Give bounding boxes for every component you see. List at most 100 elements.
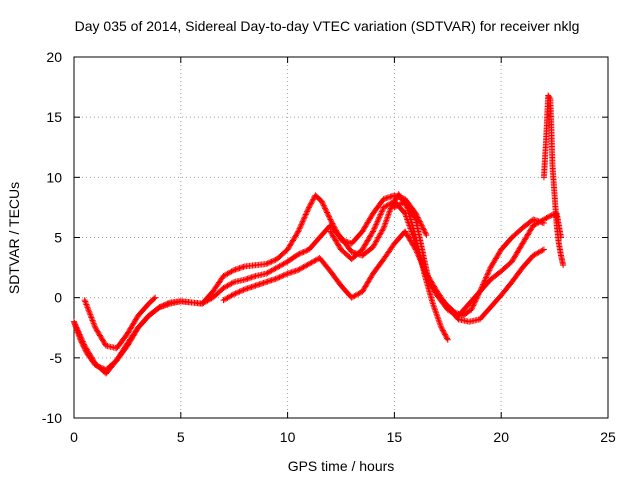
- data-point: [479, 282, 486, 289]
- data-point: [451, 309, 458, 316]
- x-tick-labels: 0 5 10 15 20 25: [70, 429, 616, 445]
- data-point: [324, 209, 331, 216]
- data-point: [82, 347, 89, 354]
- data-point: [478, 284, 485, 291]
- data-point: [239, 287, 246, 294]
- data-point: [91, 321, 98, 328]
- data-point: [540, 246, 547, 253]
- data-point: [85, 305, 92, 312]
- data-point: [478, 285, 485, 292]
- data-point: [310, 196, 317, 203]
- data-point: [454, 310, 461, 317]
- data-point: [83, 348, 90, 355]
- data-point: [302, 211, 309, 218]
- y-tick-label: -5: [50, 350, 63, 366]
- data-point: [323, 208, 330, 215]
- data-point: [369, 229, 376, 236]
- data-point: [327, 216, 334, 223]
- data-point: [87, 313, 94, 320]
- data-point: [163, 301, 170, 308]
- data-point: [326, 213, 333, 220]
- data-point: [370, 227, 377, 234]
- data-point: [322, 205, 329, 212]
- data-point: [322, 206, 329, 213]
- data-point: [481, 277, 488, 284]
- data-point: [267, 259, 274, 266]
- data-point: [468, 305, 475, 312]
- data-point: [375, 217, 382, 224]
- data-point: [423, 232, 430, 239]
- data-point: [295, 227, 302, 234]
- data-point: [375, 215, 382, 222]
- data-point: [303, 210, 310, 217]
- data-point: [422, 229, 429, 236]
- data-point: [296, 250, 303, 257]
- data-point: [321, 203, 328, 210]
- series-track-6: [81, 294, 159, 352]
- data-point: [78, 339, 85, 346]
- data-point: [268, 258, 275, 265]
- data-point: [301, 248, 308, 255]
- data-point: [420, 226, 427, 233]
- data-point: [474, 292, 481, 299]
- data-point: [276, 274, 283, 281]
- x-tick-label: 10: [280, 429, 296, 445]
- data-point: [304, 208, 311, 215]
- data-point: [82, 298, 89, 305]
- data-point: [307, 201, 314, 208]
- data-point: [299, 219, 306, 226]
- data-point: [431, 288, 438, 295]
- data-point: [264, 260, 271, 267]
- data-point: [236, 288, 243, 295]
- data-point: [299, 218, 306, 225]
- data-point: [376, 212, 383, 219]
- data-point: [452, 309, 459, 316]
- y-tick-label: 0: [54, 290, 62, 306]
- data-point: [486, 265, 493, 272]
- data-point: [326, 215, 333, 222]
- data-point: [294, 252, 301, 259]
- data-point: [441, 330, 448, 337]
- data-point: [325, 212, 332, 219]
- data-point: [304, 207, 311, 214]
- data-point: [297, 222, 304, 229]
- data-point: [540, 220, 547, 227]
- data-point: [156, 304, 163, 311]
- x-tick-label: 0: [70, 429, 78, 445]
- data-point: [80, 343, 87, 350]
- data-point: [378, 210, 385, 217]
- data-point: [87, 311, 94, 318]
- data-point: [157, 303, 164, 310]
- data-point: [476, 290, 483, 297]
- y-tick-label: -10: [42, 410, 62, 426]
- data-point: [229, 279, 236, 286]
- data-point: [298, 221, 305, 228]
- data-point: [92, 362, 99, 369]
- data-point: [309, 197, 316, 204]
- data-point: [411, 215, 418, 222]
- data-point: [165, 300, 172, 307]
- x-tick-label: 25: [600, 429, 616, 445]
- data-point: [84, 304, 91, 311]
- data-point: [305, 204, 312, 211]
- data-point: [229, 291, 236, 298]
- data-point: [438, 324, 445, 331]
- data-point: [479, 281, 486, 288]
- data-point: [269, 257, 276, 264]
- data-point: [277, 273, 284, 280]
- y-tick-label: 10: [46, 169, 62, 185]
- data-point: [324, 210, 331, 217]
- data-point: [476, 288, 483, 295]
- data-point: [373, 219, 380, 226]
- data-point: [88, 316, 95, 323]
- data-point: [295, 251, 302, 258]
- data-point: [281, 271, 288, 278]
- data-point: [81, 344, 88, 351]
- data-point: [470, 301, 477, 308]
- data-point: [88, 314, 95, 321]
- data-point: [425, 276, 432, 283]
- data-point: [372, 222, 379, 229]
- data-point: [370, 228, 377, 235]
- y-tick-label: 5: [54, 230, 62, 246]
